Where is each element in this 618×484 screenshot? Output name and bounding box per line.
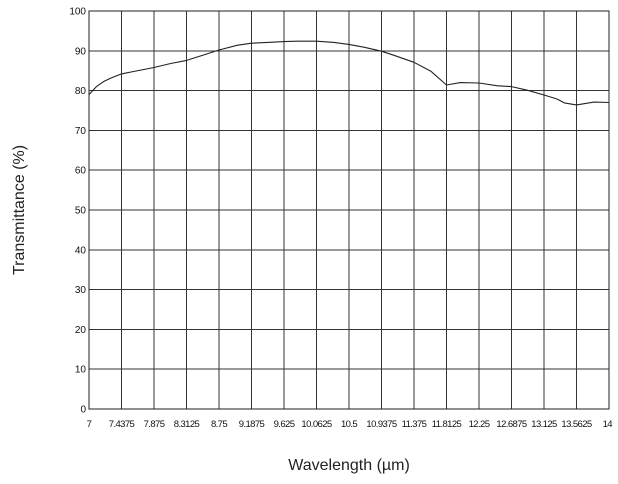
x-tick-label: 13.5625 — [561, 419, 591, 430]
x-tick-label: 8.75 — [211, 419, 227, 430]
x-tick-label: 13.125 — [531, 419, 557, 430]
y-tick-label: 30 — [75, 285, 87, 296]
x-tick-label: 11.375 — [402, 419, 427, 430]
y-tick-label: 100 — [69, 7, 86, 18]
y-tick-label: 70 — [75, 126, 87, 137]
x-tick-label: 8.3125 — [174, 419, 200, 430]
y-axis-label: Transmittance (%) — [11, 145, 28, 275]
x-tick-labels: 7 7.4375 7.875 8.3125 8.75 9.1875 9.625 10.0625… — [87, 419, 613, 430]
y-tick-label: 20 — [75, 325, 87, 336]
y-tick-label: 50 — [75, 206, 87, 217]
x-tick-label: 7.4375 — [109, 419, 135, 430]
x-axis-label: Wavelength (µm) — [288, 457, 410, 474]
x-tick-label: 10.9375 — [366, 419, 396, 430]
y-tick-label: 60 — [75, 166, 87, 177]
x-tick-label: 14 — [603, 419, 613, 430]
y-tick-label: 90 — [75, 46, 87, 57]
x-tick-label: 12.25 — [469, 419, 490, 430]
x-tick-label: 10.0625 — [301, 419, 331, 430]
y-tick-label: 40 — [75, 245, 87, 256]
x-tick-label: 11.8125 — [432, 419, 462, 430]
x-tick-label: 7.875 — [144, 419, 165, 430]
transmittance-curve — [88, 40, 610, 106]
y-tick-label: 80 — [75, 86, 87, 97]
y-tick-label: 0 — [80, 405, 86, 416]
y-tick-label: 10 — [75, 365, 87, 376]
plot-area-frame — [88, 10, 610, 410]
x-tick-label: 9.625 — [274, 419, 295, 430]
x-tick-label: 12.6875 — [496, 419, 526, 430]
x-tick-label: 10.5 — [341, 419, 357, 430]
y-tick-labels: 0 10 20 30 40 50 60 70 80 90 100 — [69, 7, 86, 416]
x-tick-label: 7 — [87, 419, 92, 430]
grid-lines — [88, 10, 610, 410]
x-tick-label: 9.1875 — [239, 419, 265, 430]
